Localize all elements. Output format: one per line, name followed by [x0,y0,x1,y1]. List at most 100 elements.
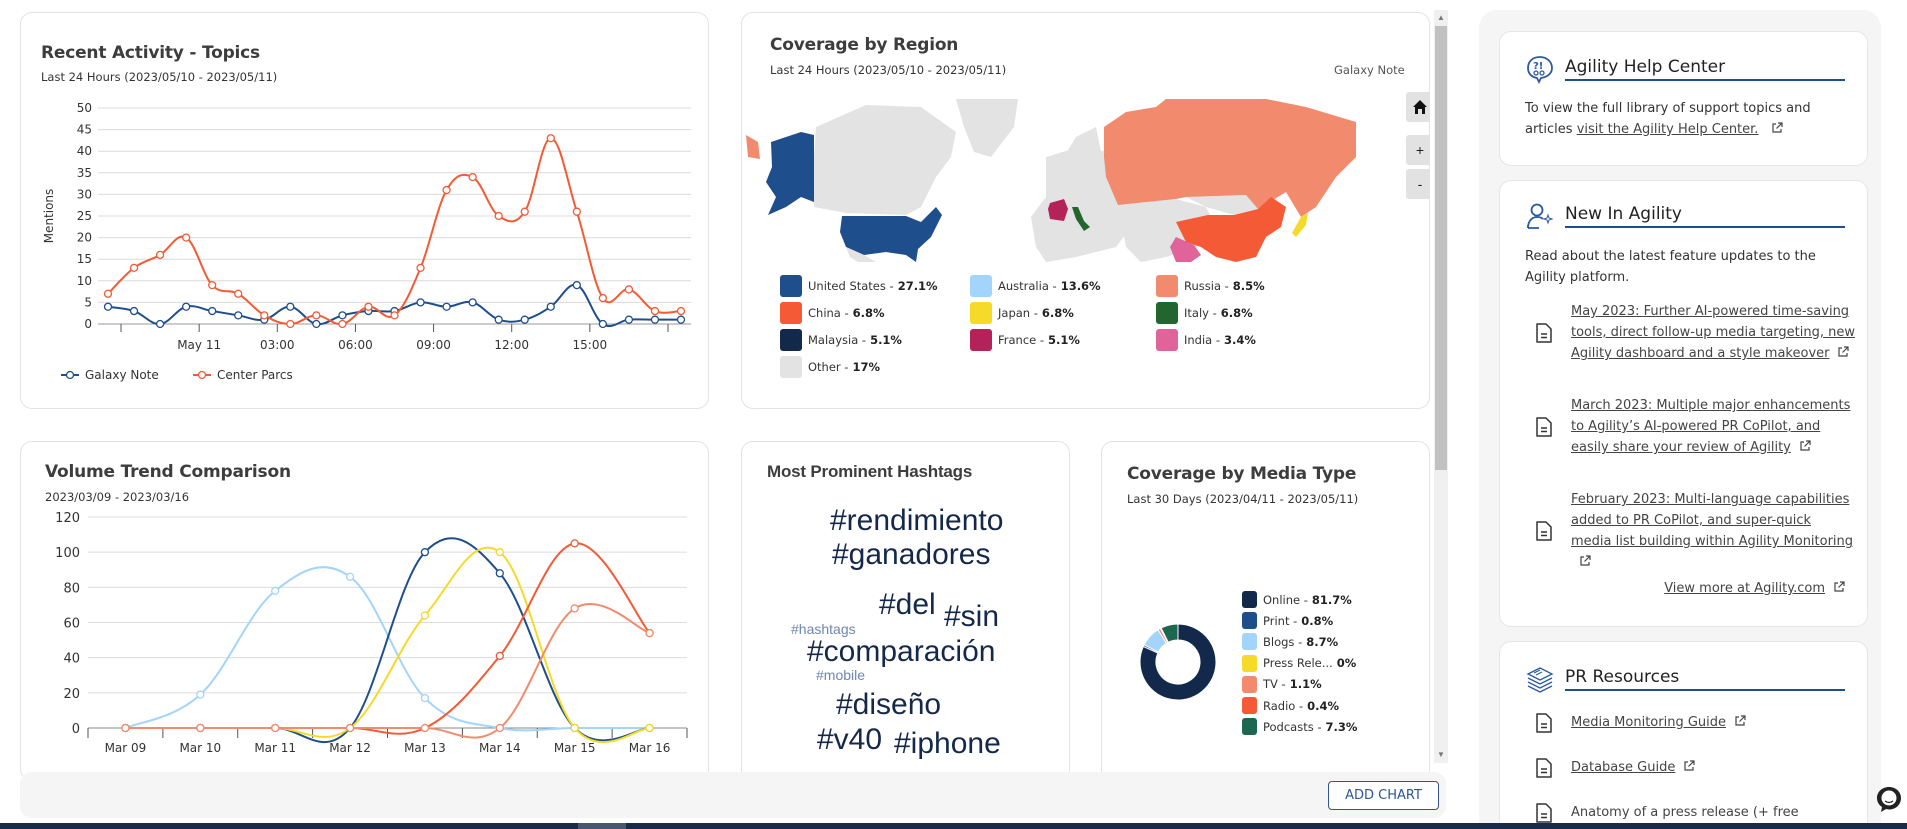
y-tick-label: 0 [84,317,92,331]
external-link-icon[interactable] [1837,346,1850,358]
hashtag-diseno[interactable]: #diseño [836,688,942,721]
chat-bubble-icon[interactable] [1874,784,1904,814]
view-more-link[interactable]: View more at Agility.com [1664,581,1825,596]
coverage-region-card: Coverage by Region Last 24 Hours (2023/0… [741,12,1430,409]
region-legend-item[interactable]: Italy - 6.8% [1156,302,1253,324]
hashtag-comparacion[interactable]: #comparación [807,635,996,668]
scrollbar-thumb[interactable] [1435,26,1447,470]
media-type-card: Coverage by Media Type Last 30 Days (202… [1101,441,1430,781]
region-legend-item[interactable]: India - 3.4% [1156,329,1256,351]
resource-link[interactable]: Media Monitoring Guide [1571,715,1727,730]
data-point [271,723,280,733]
hashtag-iphone[interactable]: #iphone [894,727,1001,760]
media-legend-item[interactable]: Print - 0.8% [1242,612,1333,630]
external-link-icon[interactable] [1833,581,1845,593]
map-zoom-in-button[interactable]: + [1406,135,1429,165]
taskbar-tab[interactable] [578,823,626,829]
legend-marker [65,370,75,380]
news-item[interactable]: February 2023: Multi-language capabiliti… [1525,489,1855,573]
document-icon [1536,712,1552,733]
news-item[interactable]: March 2023: Multiple major enhancements … [1525,395,1855,458]
resource-link[interactable]: Database Guide [1571,760,1676,775]
x-tick-label: 15:00 [573,338,608,352]
x-tick-label: Mar 10 [179,741,221,755]
hashtag-ganadores[interactable]: #ganadores [832,538,991,571]
external-link-icon[interactable] [1771,122,1783,134]
region-legend-item[interactable]: United States - 27.1% [780,275,938,297]
map-zoom-out-button[interactable]: - [1406,169,1429,199]
legend-item[interactable]: Galaxy Note [61,368,159,382]
x-tick-label: Mar 12 [329,741,371,755]
legend-item[interactable]: Center Parcs [193,368,293,382]
help-center-text: To view the full library of support topi… [1525,98,1855,140]
data-point [624,285,634,294]
resource-link[interactable]: Anatomy of a press release (+ free [1571,805,1799,820]
resource-item[interactable]: Database Guide [1525,757,1855,778]
data-point [676,306,686,316]
media-legend-item[interactable]: Podcasts - 7.3% [1242,718,1357,736]
external-link-icon[interactable] [1734,715,1746,727]
region-legend-item[interactable]: Other - 17% [780,356,880,378]
map-region-russia-west [746,135,760,159]
external-link-icon[interactable] [1683,760,1695,772]
x-tick-label: 12:00 [494,338,529,352]
hashtag-v40[interactable]: #v40 [817,723,883,756]
media-type-donut [1139,623,1217,701]
data-point [650,315,660,324]
region-legend-item[interactable]: China - 6.8% [780,302,885,324]
hashtag-mobile[interactable]: #mobile [816,667,866,683]
dashboard-scrollbar[interactable]: ▲ ▼ [1434,10,1448,763]
help-center-link[interactable]: visit the Agility Help Center. [1576,122,1759,137]
legend-swatch [970,329,992,351]
legend-value: 8.5% [1232,279,1265,293]
external-link-icon[interactable] [1579,555,1591,567]
data-point [416,298,425,307]
media-legend-item[interactable]: Online - 81.7% [1242,591,1352,608]
series-light-blue [125,566,650,732]
news-item[interactable]: May 2023: Further AI-powered time-saving… [1525,301,1855,364]
region-legend-item[interactable]: Australia - 13.6% [970,275,1101,297]
hashtag-rendimiento[interactable]: #rendimiento [830,504,1004,537]
media-legend-item[interactable]: Press Rele... 0% [1242,654,1356,672]
data-point [650,306,660,316]
news-item-link[interactable]: May 2023: Further AI-powered time-saving… [1571,304,1855,361]
region-legend-item[interactable]: France - 5.1% [970,329,1080,351]
media-legend-item[interactable]: Radio - 0.4% [1242,697,1339,714]
hashtag-hashtags[interactable]: #hashtags [791,621,856,637]
region-legend-item[interactable]: Russia - 8.5% [1156,275,1265,297]
data-point [286,319,295,329]
y-tick-label: 25 [77,209,92,223]
volume-trend-title: Volume Trend Comparison [45,462,291,482]
data-point [338,311,347,320]
coverage-region-title: Coverage by Region [770,35,959,55]
y-axis-label: Mentions [42,189,56,244]
x-tick-label: Mar 13 [404,741,446,755]
y-tick-label: 15 [77,252,92,266]
data-point [196,723,205,733]
legend-swatch [1242,718,1257,736]
world-map[interactable] [746,97,1366,262]
news-item-link[interactable]: February 2023: Multi-language capabiliti… [1571,492,1854,549]
data-point [345,572,355,581]
y-tick-label: 60 [63,617,80,632]
news-item-link[interactable]: March 2023: Multiple major enhancements … [1571,398,1851,455]
media-legend-item[interactable]: Blogs - 8.7% [1242,633,1338,651]
legend-value: 81.7% [1311,592,1352,607]
hashtag-sin[interactable]: #sin [944,600,1000,633]
resource-item[interactable]: Anatomy of a press release (+ free [1525,802,1855,823]
media-type-title: Coverage by Media Type [1127,464,1357,484]
svg-text:?!: ?! [1533,61,1543,72]
legend-swatch [970,302,992,324]
region-legend-item[interactable]: Japan - 6.8% [970,302,1074,324]
external-link-icon[interactable] [1799,440,1811,452]
region-legend-item[interactable]: Malaysia - 5.1% [780,329,902,351]
media-legend-item[interactable]: TV - 1.1% [1242,675,1322,693]
map-home-button[interactable] [1406,92,1429,122]
hashtag-del[interactable]: #del [879,588,936,621]
resource-item[interactable]: Media Monitoring Guide [1525,712,1855,733]
add-chart-button[interactable]: ADD CHART [1328,781,1439,810]
recent-activity-title: Recent Activity - Topics [41,43,260,63]
scroll-up-arrow-icon[interactable]: ▲ [1437,13,1445,22]
scroll-down-arrow-icon[interactable]: ▼ [1437,750,1445,759]
legend-label: Radio - [1263,698,1304,713]
